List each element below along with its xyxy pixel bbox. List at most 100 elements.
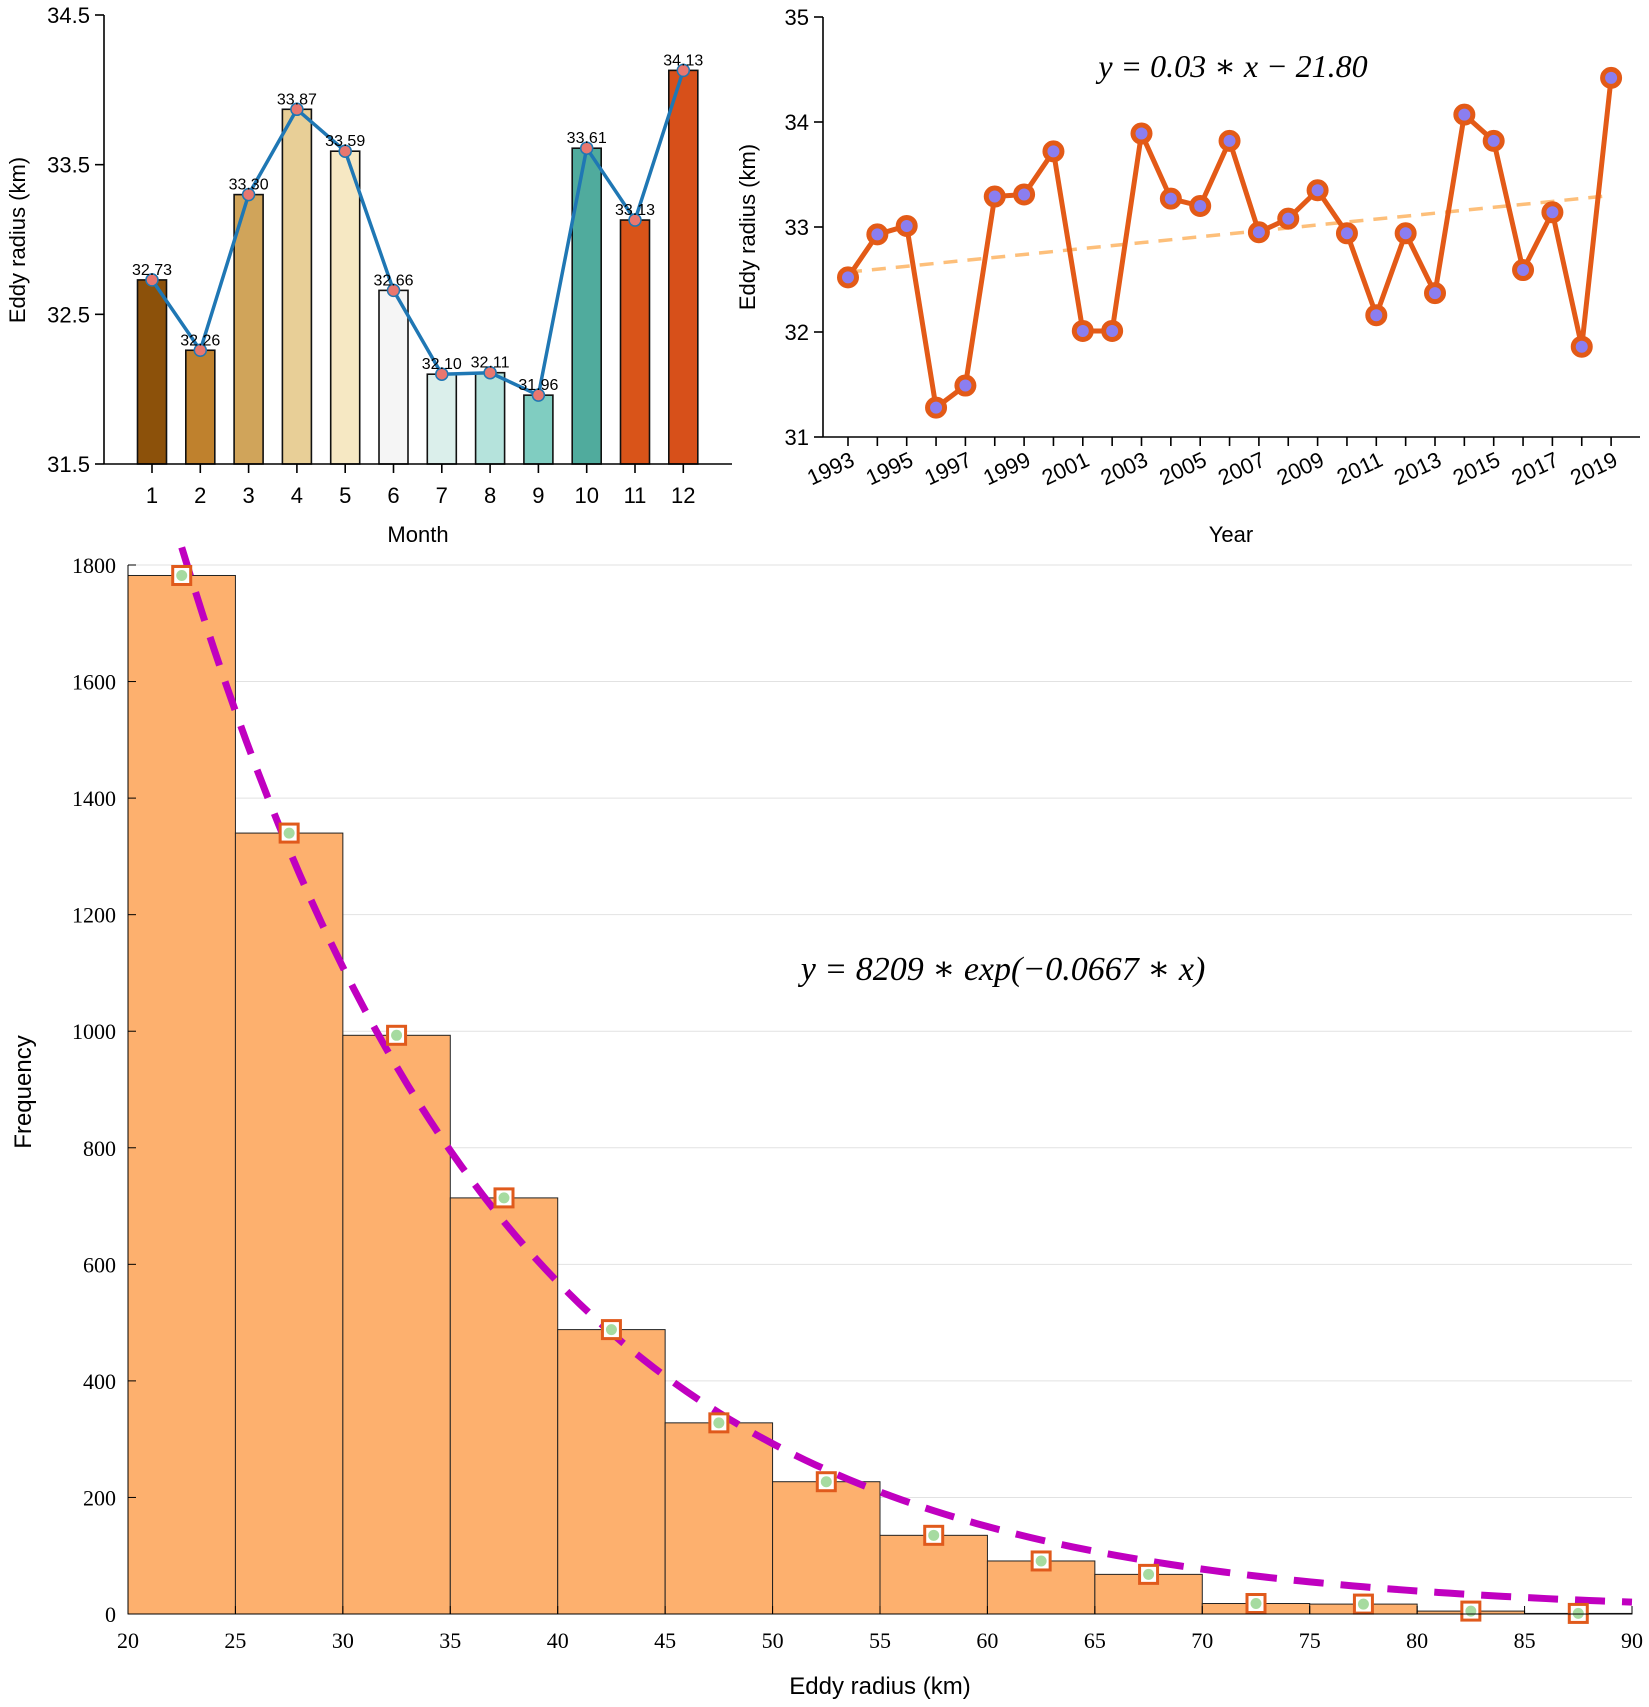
month-point [290, 102, 304, 117]
histogram-point [498, 1192, 510, 1204]
histogram-y-tick-label: 600 [83, 1252, 116, 1277]
yearly-x-tick-label: 1993 [803, 447, 858, 490]
year-point [1570, 335, 1593, 358]
month-bar [619, 219, 651, 465]
histogram-y-tick-label: 800 [83, 1136, 116, 1161]
histogram-point [928, 1529, 940, 1541]
yearly-x-tick-label: 2005 [1155, 447, 1210, 490]
year-point [1071, 319, 1094, 342]
month-point [241, 187, 256, 202]
year-point [1335, 222, 1358, 245]
yearly-x-tick-label: 2009 [1273, 447, 1328, 490]
year-point [1541, 201, 1564, 224]
histogram-point [391, 1029, 403, 1041]
histogram-x-tick-label: 65 [1084, 1628, 1106, 1653]
year-point [1306, 179, 1329, 202]
histogram-x-tick-label: 25 [224, 1628, 246, 1653]
histogram-x-tick-label: 55 [869, 1628, 891, 1653]
month-x-tick-label: 3 [242, 483, 254, 508]
month-x-tick-label: 8 [484, 483, 496, 508]
month-point [145, 273, 159, 287]
month-x-tick-label: 2 [194, 483, 206, 508]
year-point [925, 396, 948, 419]
histogram-y-tick-label: 1000 [72, 1019, 116, 1044]
yearly-x-tick-label: 2011 [1333, 447, 1386, 490]
histogram-bar [342, 1034, 451, 1615]
year-point [1159, 187, 1182, 210]
month-x-tick-label: 12 [671, 483, 695, 508]
histogram-bar [664, 1422, 774, 1615]
yearly-x-tick-label: 2015 [1449, 447, 1504, 490]
month-value-label: 32.66 [373, 272, 413, 289]
yearly-x-axis-label: Year [1209, 522, 1253, 547]
yearly-y-axis-label: Eddy radius (km) [735, 144, 760, 310]
histogram-point [283, 827, 295, 839]
year-point [1394, 222, 1417, 245]
yearly-y-ticks: 31 32 33 34 35 [785, 5, 823, 450]
histogram-x-ticks: 20 25 30 35 40 45 50 55 60 65 70 75 80 85 90 [117, 1606, 1643, 1653]
monthly-value-labels: 32.73 32.26 33.30 33.87 33.59 32.66 32.10 32.11… [132, 52, 703, 394]
histogram-fit-equation: y = 8209 ∗ exp(−0.0667 ∗ x) [798, 951, 1206, 988]
monthly-y-tick-label: 33.5 [47, 153, 90, 178]
month-value-label: 33.87 [277, 91, 317, 108]
year-point [1512, 259, 1535, 282]
month-value-label: 34.13 [663, 52, 703, 69]
month-x-tick-label: 6 [387, 483, 399, 508]
yearly-y-tick-label: 34 [785, 110, 809, 135]
yearly-series-line [845, 77, 1614, 411]
month-value-label: 33.59 [325, 133, 365, 150]
month-x-tick-label: 11 [624, 483, 647, 508]
month-value-label: 33.30 [229, 177, 269, 194]
year-point [1424, 282, 1446, 305]
yearly-x-tick-label: 2003 [1097, 447, 1152, 490]
month-point [386, 283, 401, 298]
yearly-x-ticks: 1993 1995 1997 1999 2001 2003 2005 2007 2009 2011… [803, 437, 1621, 490]
year-point [983, 185, 1006, 208]
histogram-point [1035, 1555, 1047, 1567]
year-point [1130, 122, 1153, 145]
month-point [193, 343, 208, 358]
monthly-y-tick-label: 31.5 [47, 452, 90, 477]
histogram-y-tick-label: 1200 [72, 903, 116, 928]
month-bar [136, 279, 168, 465]
month-value-label: 33.61 [567, 130, 607, 147]
month-bar [426, 373, 458, 465]
radius-histogram: 0 200 400 600 800 1000 1200 1400 1600 1800 20 25 30… [10, 546, 1643, 1700]
month-x-tick-label: 7 [436, 483, 448, 508]
month-value-label: 32.73 [132, 262, 172, 279]
yearly-y-tick-label: 33 [785, 215, 809, 240]
yearly-points [837, 66, 1623, 419]
month-bar [185, 349, 216, 465]
year-point [837, 266, 859, 289]
yearly-x-tick-label: 1995 [862, 447, 917, 490]
yearly-y-tick-label: 35 [785, 5, 809, 30]
histogram-point [605, 1324, 617, 1336]
monthly-line [145, 63, 691, 402]
histogram-point [1572, 1607, 1584, 1619]
month-value-label: 32.26 [180, 332, 220, 349]
year-point [1482, 129, 1505, 152]
histogram-y-tick-label: 1800 [72, 553, 116, 578]
histogram-point [713, 1417, 725, 1429]
month-x-tick-label: 1 [146, 483, 158, 508]
histogram-x-tick-label: 30 [332, 1628, 354, 1653]
month-point [579, 141, 594, 155]
month-bar [281, 108, 313, 465]
year-point [1247, 221, 1270, 244]
month-x-tick-label: 9 [532, 483, 544, 508]
month-bar [329, 150, 361, 465]
month-point [483, 365, 497, 380]
year-point [1042, 140, 1065, 163]
month-x-tick-label: 4 [291, 483, 303, 508]
monthly-x-ticks: 1 2 3 4 5 6 7 8 9 10 11 12 [146, 464, 696, 508]
month-point [676, 63, 691, 78]
histogram-x-tick-label: 20 [117, 1628, 139, 1653]
histogram-point [1465, 1605, 1477, 1617]
histogram-x-tick-label: 60 [976, 1628, 998, 1653]
histogram-x-tick-label: 90 [1621, 1628, 1643, 1653]
yearly-fit-equation: y = 0.03 ∗ x − 21.80 [1095, 48, 1367, 84]
histogram-bar [772, 1481, 881, 1615]
yearly-y-tick-label: 32 [785, 320, 809, 345]
